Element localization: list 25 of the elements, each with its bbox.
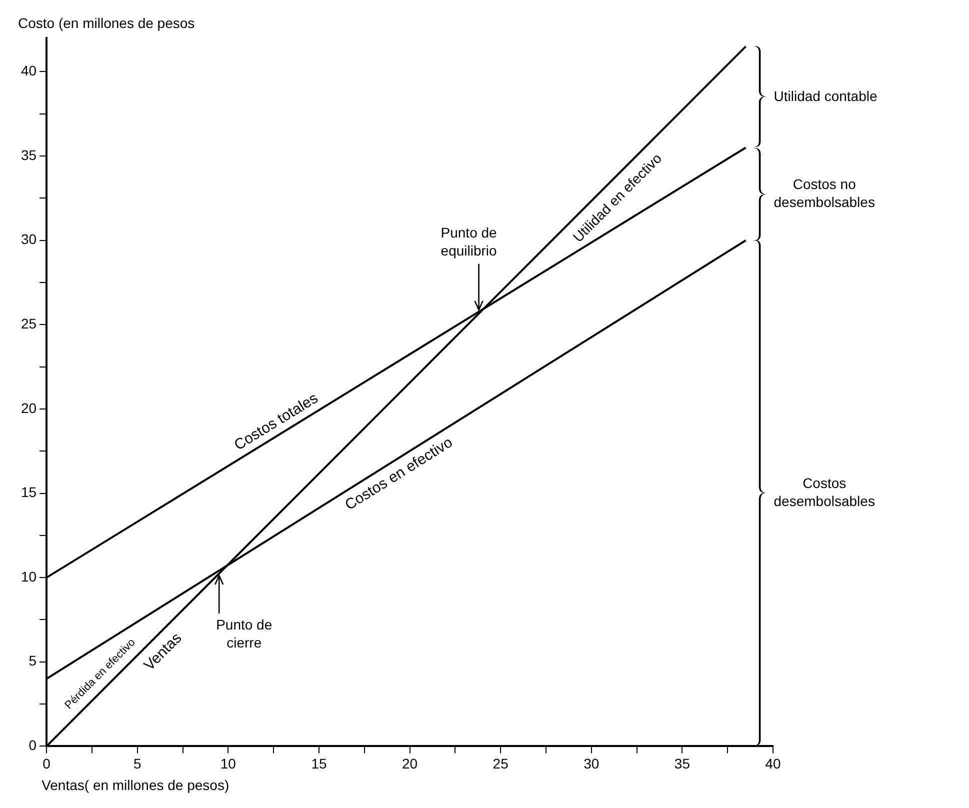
y-tick-label: 35 [20, 146, 37, 163]
y-tick-label: 15 [20, 484, 37, 500]
x-tick-label: 40 [765, 755, 781, 772]
x-tick-label: 10 [220, 755, 236, 772]
x-tick-label: 25 [492, 755, 509, 772]
x-axis-title: Ventas( en millones de pesos) [42, 776, 230, 793]
y-tick-label: 10 [20, 568, 37, 584]
text: Costos no desembolsables [774, 176, 875, 210]
text: Utilidad contable [774, 88, 878, 104]
y-tick-label: 25 [20, 316, 37, 332]
x-tick-label: 15 [311, 755, 327, 772]
annotation: Punto de equilibrio [440, 224, 498, 259]
text: Costos desembolsables [774, 475, 875, 510]
x-tick-label: 35 [674, 755, 690, 772]
y-tick-label: 40 [20, 62, 37, 79]
x-tick-label: 0 [42, 755, 51, 772]
y-tick-label: 5 [28, 652, 37, 669]
y-tick-label: 20 [20, 400, 37, 416]
y-axis-title: Costo (en millones de pesos [18, 14, 195, 31]
y-tick-label: 0 [28, 737, 37, 754]
x-tick-label: 30 [584, 755, 600, 772]
y-tick-label: 30 [20, 231, 37, 248]
x-tick-label: 5 [133, 755, 142, 772]
annotation: Punto de cierre [216, 616, 272, 650]
x-tick-label: 20 [402, 755, 418, 772]
